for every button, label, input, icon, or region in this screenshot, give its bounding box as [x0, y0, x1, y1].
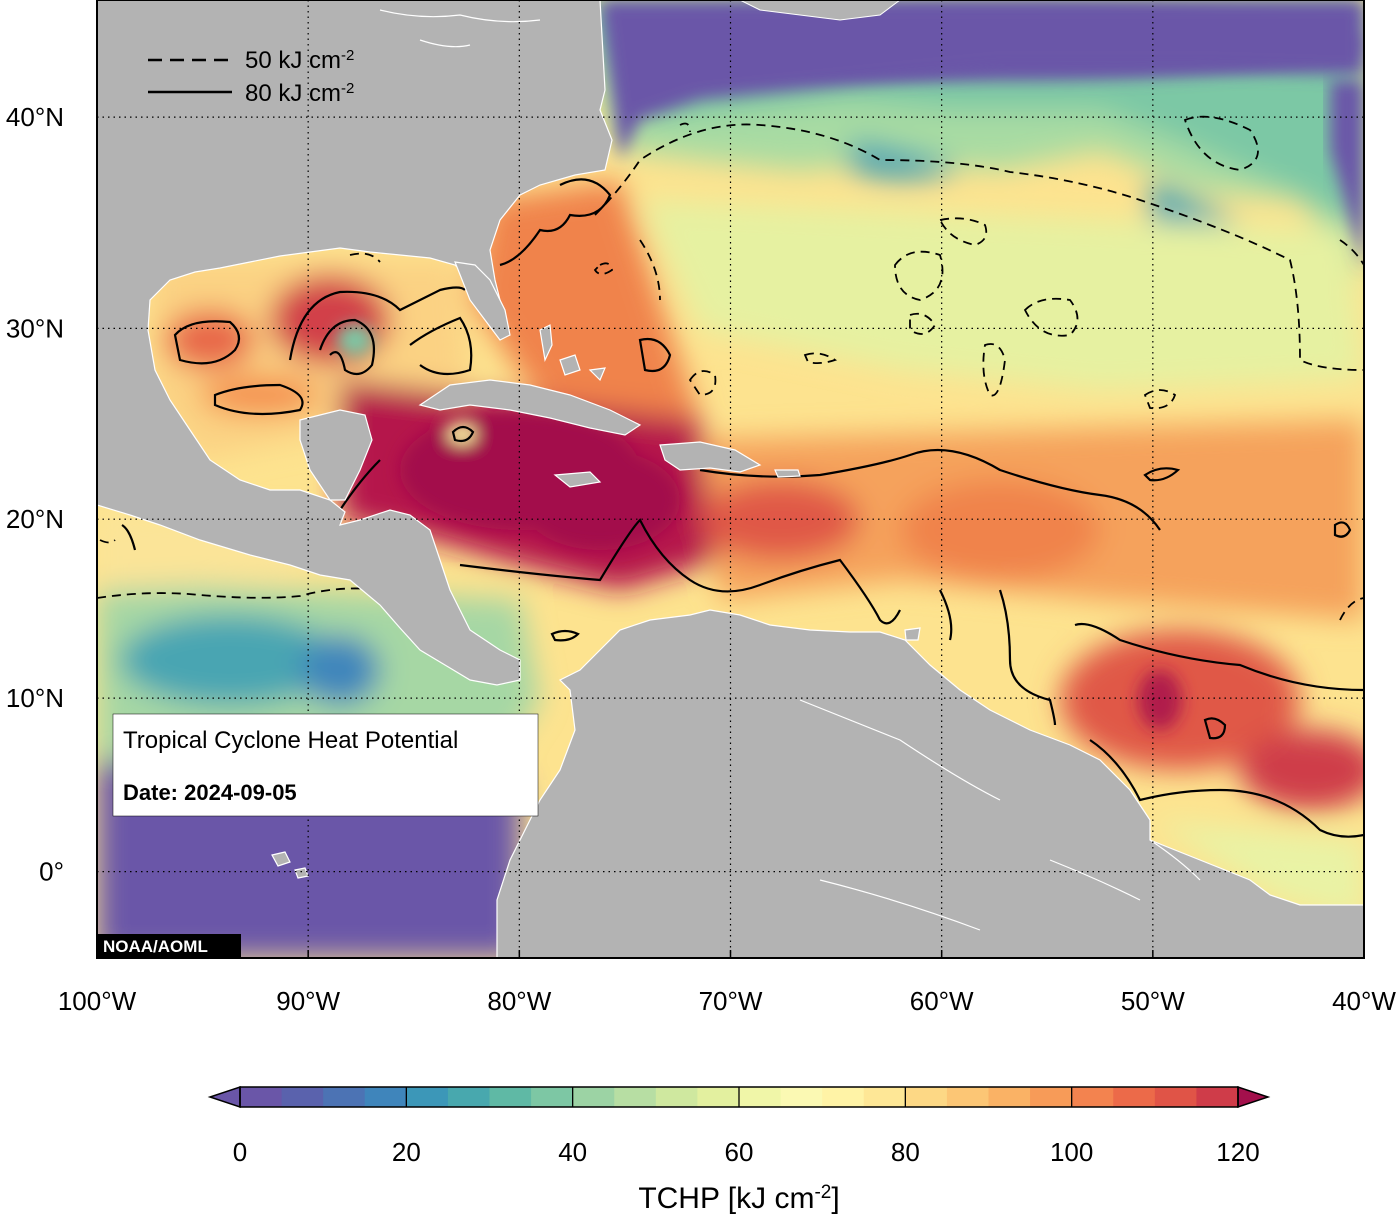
colorbar-bin — [739, 1087, 782, 1107]
legend-dashed-label: 50 kJ cm-2 — [245, 47, 354, 75]
colorbar-bin — [822, 1087, 865, 1107]
lat-tick-label: 30°N — [6, 313, 64, 343]
yucatan-land — [299, 409, 373, 501]
credit-box: NOAA/AOML — [98, 934, 241, 958]
colorbar-bin — [655, 1087, 699, 1107]
colorbar-bin — [988, 1087, 1031, 1107]
lon-tick-label: 60°W — [910, 986, 974, 1016]
lon-tick-label: 70°W — [699, 986, 763, 1016]
colorbar-bin — [1154, 1087, 1198, 1107]
jamaica-island — [553, 471, 602, 488]
colorbar-bin — [1030, 1087, 1073, 1107]
colorbar-tick-label: 80 — [891, 1137, 920, 1167]
florida-land — [454, 261, 511, 341]
colorbar — [207, 1085, 1271, 1109]
colorbar-bin — [406, 1087, 449, 1107]
inland-waters — [379, 9, 1201, 931]
colorbar-bin — [1113, 1087, 1156, 1107]
colorbar-bin — [614, 1087, 657, 1107]
lat-tick-label: 20°N — [6, 504, 64, 534]
legend-solid-label: 80 kJ cm-2 — [245, 80, 354, 108]
longitude-tick-labels: 100°W 90°W 80°W 70°W 60°W 50°W 40°W — [58, 950, 1396, 1016]
lat-tick-label: 0° — [39, 857, 64, 887]
colorbar-tick-label: 100 — [1050, 1137, 1093, 1167]
map-title: Tropical Cyclone Heat Potential — [123, 727, 458, 754]
colorbar-tick-label: 0 — [233, 1137, 247, 1167]
lon-tick-label: 90°W — [276, 986, 340, 1016]
colorbar-bin — [1071, 1087, 1114, 1107]
colorbar-bin — [946, 1087, 990, 1107]
bahamas-islands — [539, 324, 606, 382]
colorbar-bin — [905, 1087, 948, 1107]
colorbar-tick-label: 40 — [558, 1137, 587, 1167]
map-panel — [97, 0, 1364, 958]
colorbar-bin — [447, 1087, 491, 1107]
colorbar-bin — [531, 1087, 574, 1107]
colorbar-bin — [697, 1087, 740, 1107]
contour-legend: 50 kJ cm-2 80 kJ cm-2 — [148, 47, 354, 108]
colorbar-tick-labels: 0 20 40 60 80 100 120 — [233, 1087, 1260, 1167]
colorbar-bin — [863, 1087, 906, 1107]
land — [97, 0, 1364, 958]
contour-80-solid — [121, 178, 1364, 838]
colorbar-tick-label: 120 — [1216, 1137, 1259, 1167]
cuba-island — [418, 379, 642, 436]
hispaniola-island — [659, 441, 762, 473]
colorbar-bin — [323, 1087, 366, 1107]
colorbar-title: TCHP [kJ cm-2] — [638, 1182, 839, 1216]
north-america-land — [97, 0, 613, 686]
lon-tick-label: 50°W — [1121, 986, 1185, 1016]
colorbar-bin — [489, 1087, 532, 1107]
colorbar-tick-label: 20 — [392, 1137, 421, 1167]
colorbar-over-arrow — [1237, 1085, 1271, 1109]
colorbar-bin — [281, 1087, 324, 1107]
colorbar-bin — [780, 1087, 823, 1107]
map-date: Date: 2024-09-05 — [123, 780, 297, 805]
lon-tick-label: 40°W — [1332, 986, 1396, 1016]
credit-label: NOAA/AOML — [103, 937, 208, 956]
puerto-rico-island — [774, 469, 801, 478]
colorbar-under-arrow — [207, 1085, 241, 1109]
lon-tick-label: 100°W — [58, 986, 137, 1016]
colorbar-tick-label: 60 — [725, 1137, 754, 1167]
colorbar-bin — [572, 1087, 615, 1107]
colorbar-bin — [240, 1087, 283, 1107]
colorbar-bin — [1196, 1087, 1239, 1107]
latitude-tick-labels: 40°N 30°N 20°N 10°N 0° — [6, 102, 64, 886]
lon-tick-label: 80°W — [487, 986, 551, 1016]
info-box: Tropical Cyclone Heat Potential Date: 20… — [112, 713, 539, 817]
lat-tick-label: 40°N — [6, 102, 64, 132]
contour-50-dashed — [97, 115, 1364, 621]
colorbar-bin — [364, 1087, 407, 1107]
lat-tick-label: 10°N — [6, 683, 64, 713]
